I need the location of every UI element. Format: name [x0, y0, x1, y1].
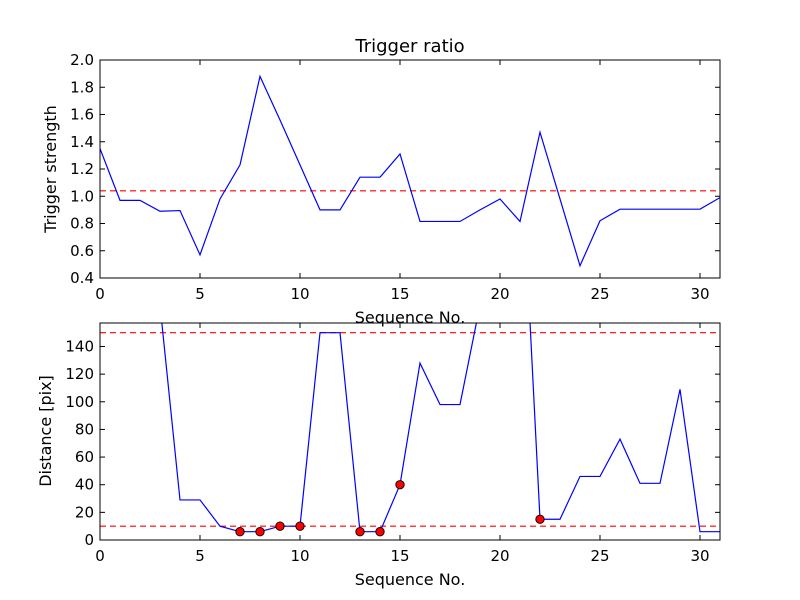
top-y-tick-label: 1.8	[70, 78, 94, 96]
top-plot-area	[100, 74, 720, 268]
bottom-y-tick-label: 40	[75, 476, 94, 494]
bottom-x-tick-label: 10	[290, 547, 309, 565]
bottom-y-tick-label: 140	[65, 337, 94, 355]
bottom-data-marker	[395, 480, 405, 490]
bottom-y-tick-label: 120	[65, 365, 94, 383]
top-y-tick-label: 2.0	[70, 51, 94, 69]
top-y-tick-label: 1.0	[70, 187, 94, 205]
bottom-y-tick-label: 20	[75, 503, 94, 521]
top-ticks: 0 5 10 15 20 25 30 0.4 0.6 0.8 1.0 1.2 1.4 1.6 1.8 2.0	[70, 51, 720, 303]
top-y-tick-label: 1.2	[70, 160, 94, 178]
bottom-plot-area	[100, 323, 720, 537]
top-x-tick-label: 10	[290, 285, 309, 303]
bottom-series-line	[161, 323, 720, 533]
top-y-tick-label: 0.6	[70, 242, 94, 260]
top-x-tick-label: 30	[690, 285, 709, 303]
bottom-x-tick-label: 25	[590, 547, 609, 565]
bottom-x-axis-label: Sequence No.	[355, 570, 466, 589]
bottom-x-tick-label: 20	[490, 547, 509, 565]
top-y-axis-label: Trigger strength	[41, 105, 60, 234]
bottom-data-marker	[535, 514, 545, 524]
top-panel: Trigger ratio 0 5 10 15 20 25 30 0.4 0.6 0.8 1.0 1.…	[41, 36, 721, 327]
bottom-y-tick-label: 80	[75, 420, 94, 438]
top-y-tick-label: 1.6	[70, 106, 94, 124]
bottom-axes-frame	[99, 322, 721, 541]
top-x-tick-label: 25	[590, 285, 609, 303]
bottom-x-tick-label: 15	[390, 547, 409, 565]
top-axes-frame	[99, 59, 721, 279]
top-x-tick-label: 15	[390, 285, 409, 303]
top-x-tick-label: 20	[490, 285, 509, 303]
bottom-data-marker	[375, 527, 385, 537]
bottom-x-tick-label: 30	[690, 547, 709, 565]
bottom-y-tick-label: 100	[65, 393, 94, 411]
bottom-y-axis-label: Distance [pix]	[36, 375, 55, 487]
bottom-x-tick-label: 0	[95, 547, 105, 565]
top-x-tick-label: 0	[95, 285, 105, 303]
bottom-ticks: 0 5 10 15 20 25 30 0 20 40 60 80 100 120 140	[65, 323, 720, 565]
bottom-data-marker	[295, 521, 305, 531]
bottom-data-marker	[255, 527, 265, 537]
top-y-tick-label: 0.4	[70, 269, 94, 287]
top-x-axis-label: Sequence No.	[355, 308, 466, 327]
chart-title: Trigger ratio	[354, 36, 464, 57]
top-series-line	[100, 74, 720, 268]
bottom-panel: 0 5 10 15 20 25 30 0 20 40 60 80 100 120 140 Sequence …	[36, 322, 721, 589]
top-y-tick-label: 1.4	[70, 133, 94, 151]
top-y-tick-label: 0.8	[70, 215, 94, 233]
bottom-data-marker	[275, 521, 285, 531]
bottom-data-marker	[355, 527, 365, 537]
top-x-tick-label: 5	[195, 285, 205, 303]
bottom-y-tick-label: 60	[75, 448, 94, 466]
bottom-data-marker	[235, 527, 245, 537]
bottom-x-tick-label: 5	[195, 547, 205, 565]
bottom-y-tick-label: 0	[84, 531, 94, 549]
